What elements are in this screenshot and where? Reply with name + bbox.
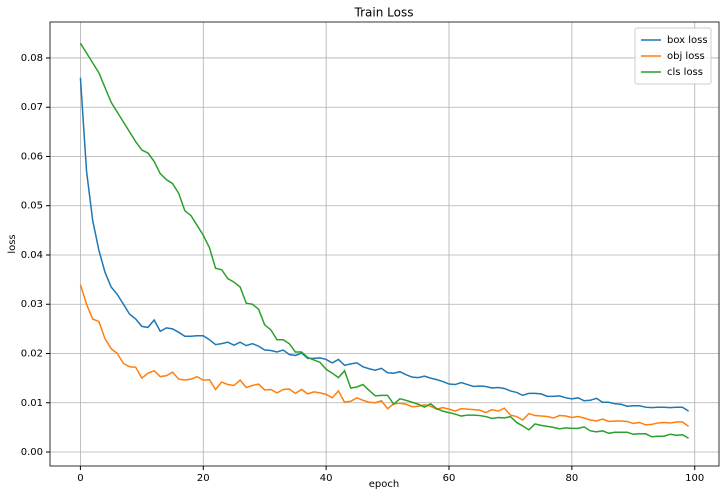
x-axis-label: epoch: [369, 479, 399, 490]
x-tick-label: 20: [197, 473, 210, 484]
line-series: [79, 77, 689, 412]
x-tick-label: 40: [320, 473, 333, 484]
axes-frame: [49, 21, 720, 467]
y-tick-label: 0.04: [21, 250, 43, 261]
line-series: [79, 284, 690, 428]
x-tick-label: 100: [685, 473, 704, 484]
x-tick-label: 60: [443, 473, 456, 484]
legend-label: cls loss: [667, 67, 703, 78]
y-tick-label: 0.07: [21, 102, 43, 113]
x-tick-label: 0: [77, 473, 83, 484]
legend-label: box loss: [667, 35, 708, 46]
y-tick-label: 0.05: [21, 201, 43, 212]
y-tick-label: 0.06: [21, 151, 43, 162]
legend: box loss obj loss cls loss: [634, 27, 712, 85]
y-axis-label: loss: [7, 234, 18, 253]
y-tick-label: 0.08: [21, 53, 43, 64]
y-tick-label: 0.03: [21, 299, 43, 310]
y-tick-label: 0.02: [21, 348, 43, 359]
y-tick-label: 0.00: [21, 447, 43, 458]
legend-label: obj loss: [667, 51, 705, 62]
x-tick-label: 80: [566, 473, 579, 484]
chart-title: Train Loss: [354, 6, 414, 20]
legend-box: [634, 27, 712, 85]
y-tick-label: 0.01: [21, 398, 43, 409]
line-series: [79, 42, 689, 439]
